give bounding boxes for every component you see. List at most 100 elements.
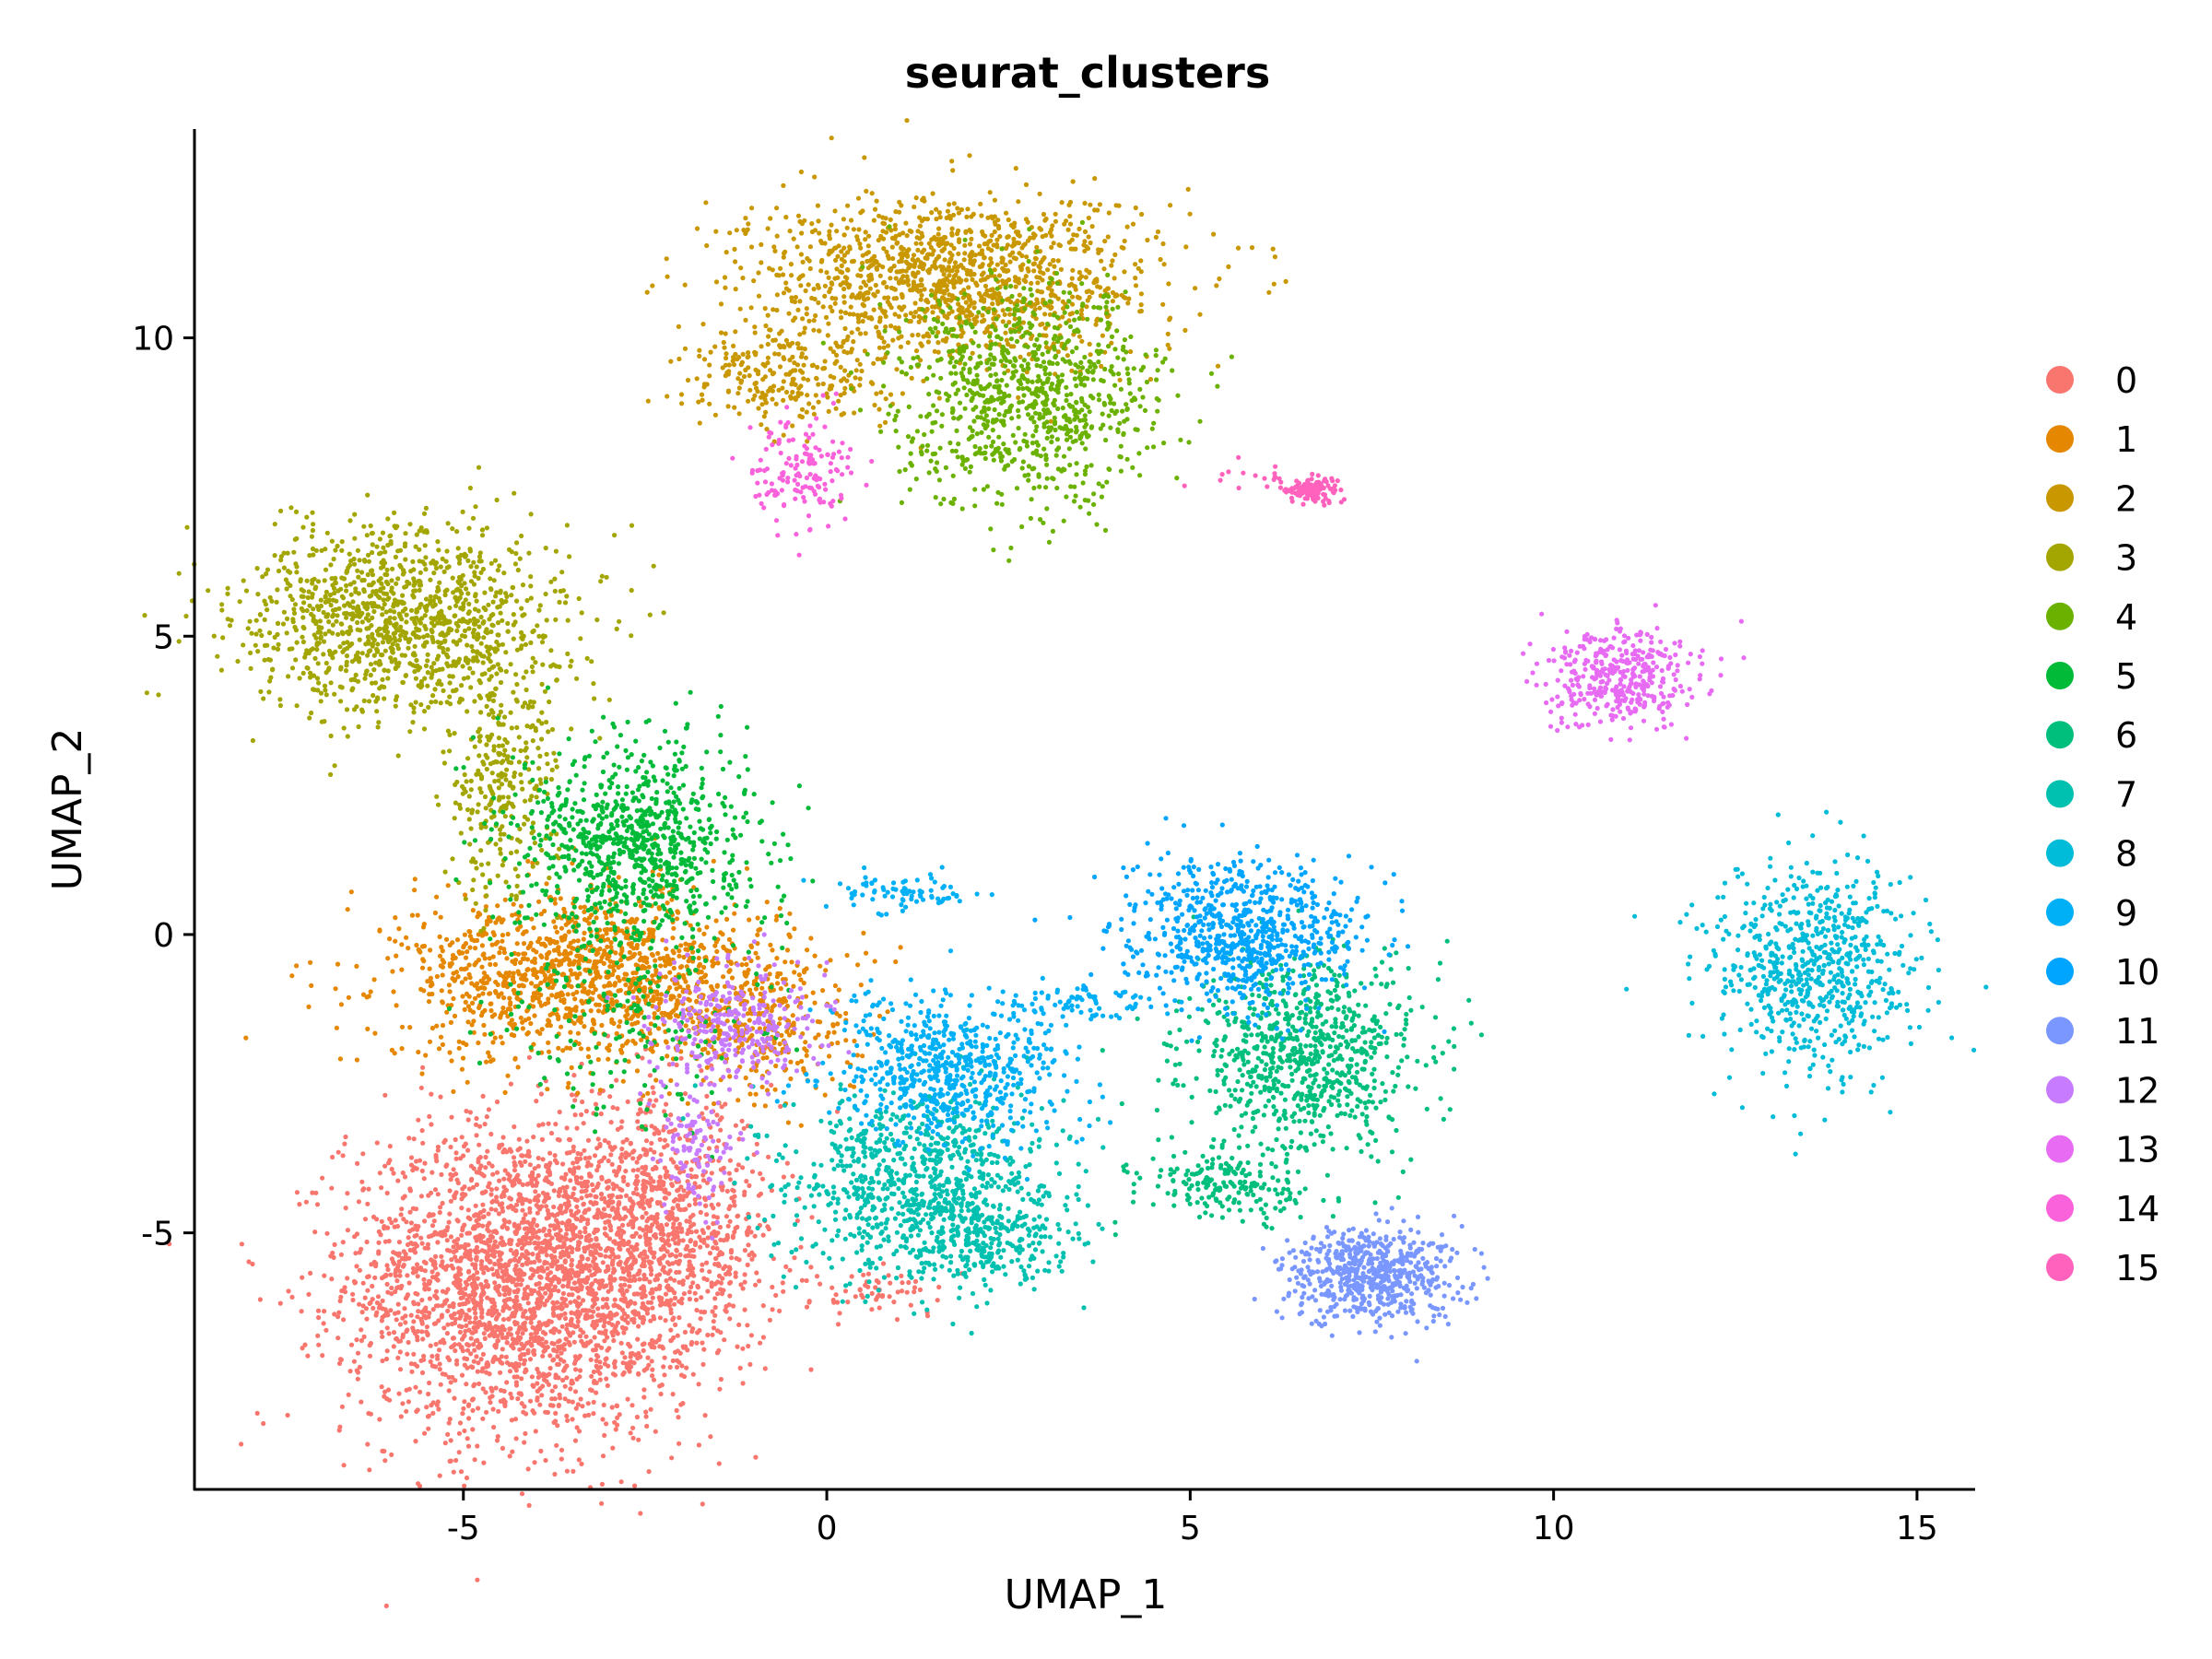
point [718,1251,724,1256]
point [729,1255,735,1261]
point [589,980,595,985]
point [599,1158,605,1164]
point [608,1284,614,1289]
point [580,1099,585,1105]
point [484,1409,489,1415]
point [548,1253,555,1259]
point [528,1260,534,1265]
point [567,1333,573,1338]
point [540,1329,547,1335]
point [456,1045,462,1051]
point [510,1182,515,1188]
point [426,1426,431,1431]
point [408,1220,414,1226]
point [379,1185,384,1191]
point [459,1135,465,1140]
point [659,1236,665,1241]
point [444,1331,450,1336]
point [455,1180,461,1186]
point [512,1257,518,1263]
point [347,1369,353,1374]
point [512,1221,517,1227]
point [448,1313,454,1319]
point [480,1351,487,1357]
point [638,1511,643,1516]
point [490,1171,496,1177]
point [599,1481,606,1487]
point [630,946,637,951]
point [633,1216,639,1221]
point [500,1304,507,1310]
point [454,1361,460,1367]
point [364,1316,370,1322]
point [447,1417,453,1422]
point [742,1189,747,1194]
point [520,1207,525,1213]
point [634,1068,641,1074]
point [672,1295,678,1300]
point [440,972,445,978]
point [397,1273,403,1278]
point [631,1247,637,1253]
point [353,1251,359,1256]
point [509,1418,515,1423]
point [552,1396,558,1402]
point [733,1274,738,1279]
point [482,1335,488,1341]
point [555,1212,560,1218]
point [597,1278,603,1284]
point [500,1006,506,1011]
point [377,1171,382,1176]
point [630,1038,636,1043]
point [565,1418,571,1423]
point [506,1316,512,1322]
point [487,1160,492,1166]
point [354,1057,359,1063]
point [681,1373,688,1380]
point [428,1278,433,1284]
point [508,1332,514,1337]
point [762,1366,768,1371]
point [444,1264,450,1269]
point [688,1239,693,1244]
point [685,1347,690,1353]
point [493,1385,499,1391]
point [507,1326,512,1332]
point [481,1460,487,1465]
point [643,1409,649,1415]
point [785,1120,792,1125]
point [246,1259,252,1265]
point [668,1157,675,1162]
point [529,1374,535,1380]
point [564,1222,570,1228]
point [609,1249,615,1254]
point [442,1300,448,1306]
point [576,1457,582,1463]
point [579,1461,584,1466]
point [697,927,702,933]
point [384,1281,390,1287]
point [421,1353,427,1359]
point [618,962,625,969]
point [643,1210,649,1216]
point [727,1158,734,1163]
point [581,1201,587,1206]
point [500,1317,507,1323]
point [680,1401,686,1406]
point [551,919,557,924]
point [525,1466,531,1472]
point [872,959,877,964]
point [383,1273,389,1278]
point [618,1047,624,1053]
point [494,1186,500,1192]
point [462,1483,467,1488]
point [616,1241,621,1246]
point [606,1363,611,1369]
point [360,1303,366,1309]
point [513,1251,520,1256]
point [446,1219,452,1225]
point [400,1170,406,1176]
point [718,1376,724,1382]
point [535,1235,541,1241]
point [573,1406,579,1411]
